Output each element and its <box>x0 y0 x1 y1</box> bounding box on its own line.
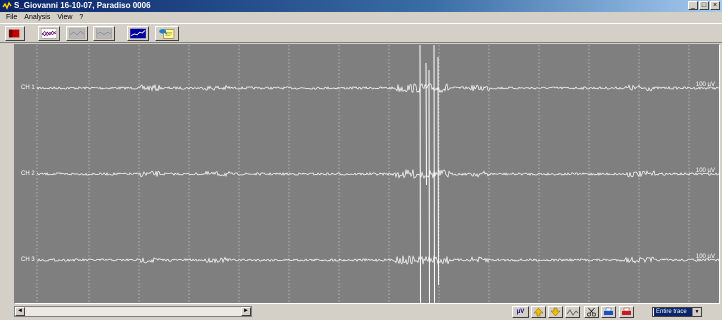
channel-2-trace <box>36 169 719 179</box>
artifact-spike <box>419 45 421 303</box>
bottom-bar: ◄ ► µV <box>0 305 722 320</box>
scroll-left-button[interactable]: ◄ <box>15 307 25 316</box>
close-button[interactable]: × <box>710 1 720 10</box>
channel-1-trace <box>36 82 719 94</box>
marker-down-button[interactable] <box>548 306 563 318</box>
toolbar <box>0 23 722 43</box>
minimize-button[interactable]: _ <box>688 1 698 10</box>
window-controls: _ □ × <box>688 1 720 10</box>
cut-button[interactable] <box>584 306 599 318</box>
menu-view[interactable]: View <box>57 14 73 21</box>
export-icon <box>159 29 175 39</box>
title-bar[interactable]: S_Giovanni 16-10-07, Paradiso 0006 _ □ × <box>0 0 722 12</box>
artifact-spike <box>425 62 427 186</box>
marker-up-button[interactable] <box>531 306 546 318</box>
app-icon <box>2 1 12 10</box>
print-button[interactable] <box>601 306 616 318</box>
single-trace-icon <box>130 28 146 39</box>
artifact-spike <box>433 45 435 303</box>
scissors-icon <box>587 307 596 317</box>
menu-file[interactable]: File <box>6 14 18 21</box>
channel-2-scale: 100 µV <box>695 168 715 174</box>
trace-plot[interactable]: CH 1 100 µV CH 2 100 µV CH 3 100 µV <box>15 45 719 303</box>
print-preview-icon <box>622 307 631 315</box>
print-icon <box>604 307 613 315</box>
trace-plot-frame: CH 1 100 µV CH 2 100 µV CH 3 100 µV <box>14 44 720 304</box>
print-preview-button[interactable] <box>619 306 634 318</box>
menu-bar: File Analysis View ? <box>0 12 722 23</box>
microvolt-button[interactable]: µV <box>512 306 529 318</box>
view-range-select[interactable]: Entire trace ▼ <box>652 307 702 317</box>
overlay-traces-icon <box>40 28 58 39</box>
trace-button-disabled[interactable] <box>93 26 115 41</box>
menu-analysis[interactable]: Analysis <box>24 14 51 21</box>
channel-1-label: CH 1 <box>21 85 35 91</box>
scroll-right-button[interactable]: ► <box>241 307 251 316</box>
waveform-button[interactable] <box>565 306 580 318</box>
window-title: S_Giovanni 16-10-07, Paradiso 0006 <box>14 1 151 10</box>
horizontal-scrollbar[interactable]: ◄ ► <box>14 306 252 317</box>
channel-3-scale: 100 µV <box>695 254 715 260</box>
record-icon <box>8 29 20 38</box>
maximize-button[interactable]: □ <box>699 1 709 10</box>
channel-1-scale: 100 µV <box>695 82 715 88</box>
export-button[interactable] <box>155 26 179 41</box>
channel-2-label: CH 2 <box>21 171 35 177</box>
trace-disabled-icon <box>68 28 86 39</box>
trace-button-disabled[interactable] <box>66 26 88 41</box>
chevron-down-icon[interactable]: ▼ <box>692 308 701 316</box>
channel-3-trace <box>36 254 719 265</box>
overlay-traces-button[interactable] <box>38 26 60 41</box>
marker-up-icon <box>533 307 544 317</box>
trace-canvas <box>36 45 719 303</box>
waveform-icon <box>566 309 579 316</box>
marker-down-icon <box>550 307 561 317</box>
channel-3-label: CH 3 <box>21 257 35 263</box>
trace-disabled-icon <box>95 28 113 39</box>
record-button[interactable] <box>5 26 25 41</box>
single-trace-button[interactable] <box>127 26 149 41</box>
artifact-spike <box>428 69 430 303</box>
view-range-value: Entire trace <box>654 308 692 316</box>
menu-help[interactable]: ? <box>79 14 84 21</box>
artifact-spike <box>437 56 439 286</box>
